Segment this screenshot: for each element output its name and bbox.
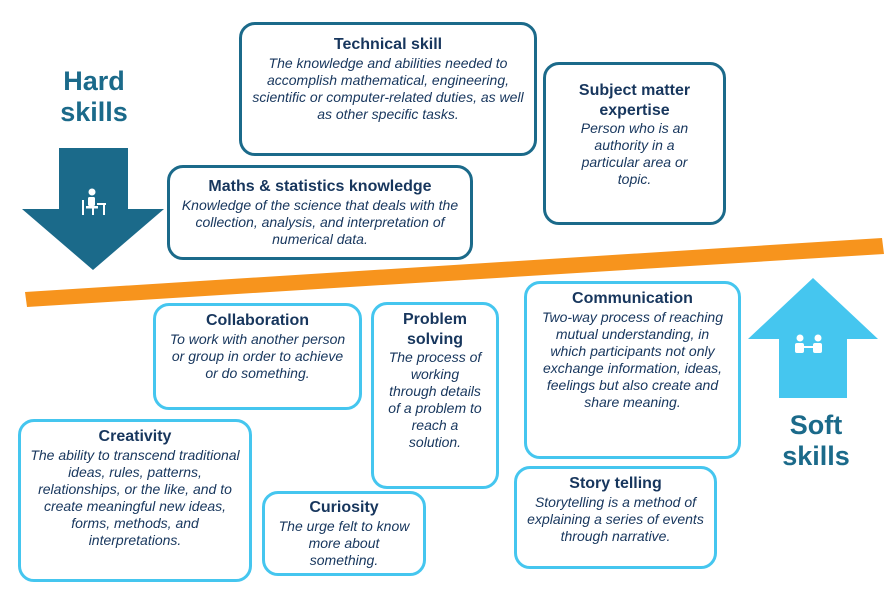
soft-label-line1: Soft xyxy=(789,410,843,440)
technical-skill-desc: The knowledge and abilities needed to ac… xyxy=(252,54,524,122)
creativity-title: Creativity xyxy=(98,428,172,445)
problem-solving-title: Problem solving xyxy=(402,311,467,348)
people-meeting-icon xyxy=(795,334,822,353)
maths-statistics-box: Maths & statistics knowledge Knowledge o… xyxy=(167,165,473,260)
hard-label-line1: Hard xyxy=(63,66,125,96)
technical-skill-box: Technical skill The knowledge and abilit… xyxy=(239,22,537,156)
communication-desc: Two-way process of reaching mutual under… xyxy=(541,308,724,410)
divider-line xyxy=(25,238,884,307)
collaboration-desc: To work with another person or group in … xyxy=(169,330,346,381)
curiosity-desc: The urge felt to know more about somethi… xyxy=(278,517,410,568)
problem-solving-box: Problem solving The process of working t… xyxy=(371,302,499,489)
collaboration-box: Collaboration To work with another perso… xyxy=(153,303,362,410)
hard-label-line2: skills xyxy=(60,97,128,128)
technical-skill-title: Technical skill xyxy=(333,36,443,53)
maths-statistics-desc: Knowledge of the science that deals with… xyxy=(181,196,459,247)
maths-statistics-title: Maths & statistics knowledge xyxy=(208,178,432,195)
soft-skills-label: Soft skills xyxy=(770,410,862,472)
story-telling-title: Story telling xyxy=(569,475,662,492)
subject-matter-desc: Person who is an authority in a particul… xyxy=(580,120,689,188)
hard-skills-label: Hard skills xyxy=(48,66,140,128)
communication-title: Communication xyxy=(572,290,693,307)
subject-matter-box: Subject matter expertise Person who is a… xyxy=(543,62,726,225)
story-telling-box: Story telling Storytelling is a method o… xyxy=(514,466,717,569)
soft-skills-arrow xyxy=(748,278,878,398)
curiosity-title: Curiosity xyxy=(309,499,379,516)
collaboration-title: Collaboration xyxy=(205,312,310,329)
creativity-box: Creativity The ability to transcend trad… xyxy=(18,419,252,582)
curiosity-box: Curiosity The urge felt to know more abo… xyxy=(262,491,426,576)
communication-box: Communication Two-way process of reachin… xyxy=(524,281,741,459)
subject-matter-title: Subject matter expertise xyxy=(578,82,691,119)
problem-solving-desc: The process of working through details o… xyxy=(388,349,482,451)
creativity-desc: The ability to transcend traditional ide… xyxy=(30,446,240,548)
soft-label-line2: skills xyxy=(782,441,850,472)
person-desk-icon xyxy=(82,188,106,215)
story-telling-desc: Storytelling is a method of explaining a… xyxy=(527,493,704,544)
